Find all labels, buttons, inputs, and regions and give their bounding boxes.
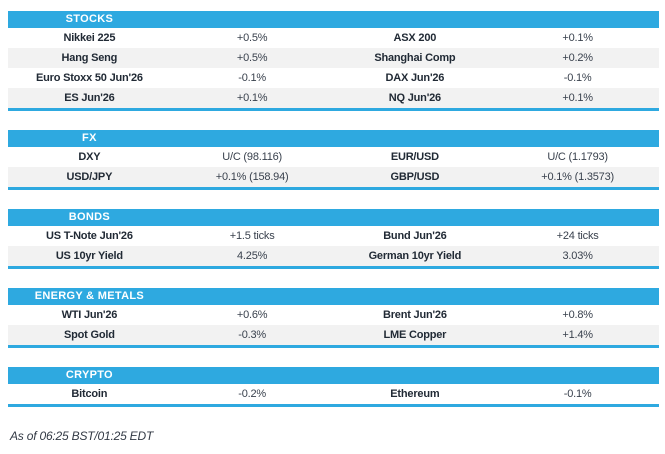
section-title: CRYPTO (65, 369, 113, 381)
market-snapshot: STOCKS Nikkei 225 +0.5% ASX 200 +0.1% Ha… (8, 11, 659, 443)
instrument-value: U/C (1.1793) (547, 151, 608, 163)
instrument-value: -0.3% (238, 329, 266, 341)
instrument-label: DAX Jun'26 (385, 72, 445, 84)
section-bonds: BONDS US T-Note Jun'26 +1.5 ticks Bund J… (8, 209, 659, 269)
table-row: US 10yr Yield 4.25% German 10yr Yield 3.… (8, 246, 659, 266)
instrument-label: German 10yr Yield (368, 250, 462, 262)
section-title: STOCKS (65, 13, 114, 25)
section-title: ENERGY & METALS (34, 290, 144, 302)
table-row: ES Jun'26 +0.1% NQ Jun'26 +0.1% (8, 88, 659, 108)
instrument-label: Shanghai Comp (374, 52, 456, 64)
instrument-value: +0.6% (236, 309, 268, 321)
instrument-value: +1.5 ticks (229, 230, 275, 242)
table-row: Hang Seng +0.5% Shanghai Comp +0.2% (8, 48, 659, 68)
table-row: Bitcoin -0.2% Ethereum -0.1% (8, 384, 659, 404)
instrument-label: Nikkei 225 (63, 32, 116, 44)
section-fx: FX DXY U/C (98.116) EUR/USD U/C (1.1793)… (8, 130, 659, 190)
instrument-value: -0.2% (238, 388, 266, 400)
instrument-value: +0.5% (236, 32, 268, 44)
table-row: Euro Stoxx 50 Jun'26 -0.1% DAX Jun'26 -0… (8, 68, 659, 88)
instrument-label: NQ Jun'26 (388, 92, 441, 104)
instrument-value: +0.1% (562, 32, 593, 44)
instrument-label: Bund Jun'26 (383, 230, 447, 242)
table-row: Nikkei 225 +0.5% ASX 200 +0.1% (8, 28, 659, 48)
table-row: Spot Gold -0.3% LME Copper +1.4% (8, 325, 659, 345)
instrument-value: -0.1% (563, 72, 592, 84)
instrument-label: Hang Seng (61, 52, 118, 64)
instrument-value: +0.1% (562, 92, 593, 104)
section-energy-metals: ENERGY & METALS WTI Jun'26 +0.6% Brent J… (8, 288, 659, 348)
instrument-value: +24 ticks (556, 230, 599, 242)
instrument-value: -0.1% (238, 72, 266, 84)
instrument-value: -0.1% (563, 388, 592, 400)
section-header: STOCKS (8, 11, 659, 28)
instrument-label: DXY (78, 151, 101, 163)
instrument-value: +0.5% (236, 52, 268, 64)
section-title: BONDS (68, 211, 110, 223)
instrument-value: +0.1% (236, 92, 268, 104)
instrument-label: US T-Note Jun'26 (45, 230, 133, 242)
instrument-value: U/C (98.116) (222, 151, 282, 163)
section-stocks: STOCKS Nikkei 225 +0.5% ASX 200 +0.1% Ha… (8, 11, 659, 111)
table-row: DXY U/C (98.116) EUR/USD U/C (1.1793) (8, 147, 659, 167)
instrument-label: US 10yr Yield (55, 250, 123, 262)
instrument-label: WTI Jun'26 (61, 309, 118, 321)
instrument-label: Spot Gold (64, 329, 115, 341)
instrument-label: Ethereum (390, 388, 440, 400)
section-title: FX (82, 132, 97, 144)
table-row: WTI Jun'26 +0.6% Brent Jun'26 +0.8% (8, 305, 659, 325)
instrument-label: ASX 200 (393, 32, 437, 44)
timestamp-note: As of 06:25 BST/01:25 EDT (10, 429, 154, 443)
instrument-value: 4.25% (237, 250, 268, 262)
instrument-value: +0.1% (1.3573) (541, 171, 614, 183)
section-header: CRYPTO (8, 367, 659, 384)
instrument-label: LME Copper (383, 329, 447, 341)
instrument-label: Bitcoin (71, 388, 108, 400)
section-crypto: CRYPTO Bitcoin -0.2% Ethereum -0.1% (8, 367, 659, 407)
table-row: USD/JPY +0.1% (158.94) GBP/USD +0.1% (1.… (8, 167, 659, 187)
instrument-value: +0.2% (562, 52, 593, 64)
table-row: US T-Note Jun'26 +1.5 ticks Bund Jun'26 … (8, 226, 659, 246)
instrument-label: EUR/USD (390, 151, 439, 163)
instrument-value: +0.1% (158.94) (215, 171, 289, 183)
instrument-value: +1.4% (562, 329, 593, 341)
instrument-value: 3.03% (562, 250, 593, 262)
section-header: ENERGY & METALS (8, 288, 659, 305)
instrument-label: GBP/USD (390, 171, 440, 183)
instrument-label: Euro Stoxx 50 Jun'26 (35, 72, 143, 84)
instrument-value: +0.8% (562, 309, 593, 321)
section-header: FX (8, 130, 659, 147)
instrument-label: ES Jun'26 (64, 92, 115, 104)
instrument-label: Brent Jun'26 (382, 309, 447, 321)
section-header: BONDS (8, 209, 659, 226)
instrument-label: USD/JPY (66, 171, 113, 183)
